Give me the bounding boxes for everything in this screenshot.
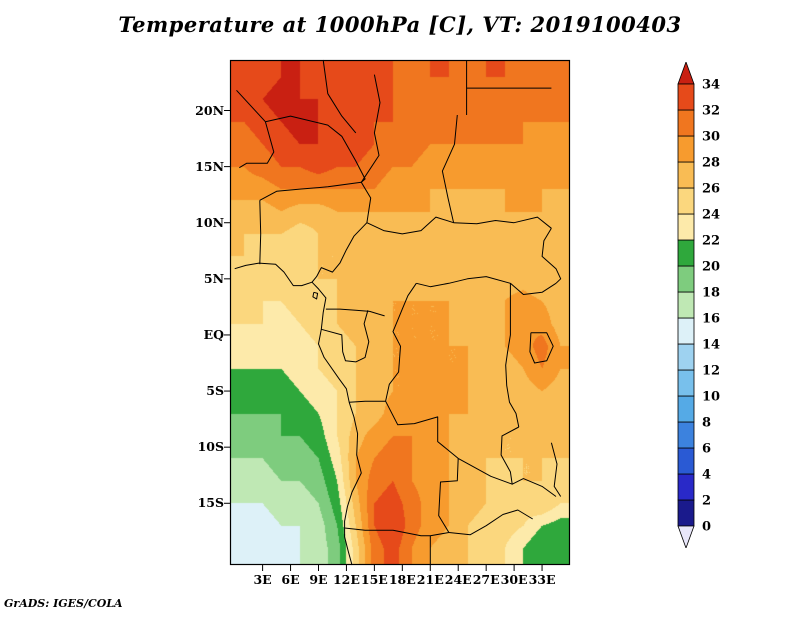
colorbar-tick-label: 14 [702,338,720,353]
country-border-path [529,332,554,364]
temperature-heatmap-canvas [230,60,570,565]
colorbar-tick-label: 34 [702,78,720,93]
lat-tick-label: 10N [195,214,224,230]
country-border-path [366,216,454,235]
country-border-path [441,114,458,223]
map-borders-overlay [224,59,571,571]
country-border-path [349,283,417,403]
country-border-path [325,308,385,317]
lon-tick-label: 6E [281,572,300,587]
country-border-path [360,74,381,183]
country-border-path [438,458,459,533]
lat-tick-label: EQ [203,326,224,342]
lon-tick-label: 21E [416,572,444,587]
colorbar-band [677,473,695,501]
colorbar-band [677,213,695,241]
colorbar-tick-label: 32 [702,104,720,119]
country-border-path [385,400,459,459]
lon-tick-label: 9E [309,572,328,587]
colorbar-tick-label: 2 [702,494,711,509]
colorbar-band [677,265,695,293]
colorbar-band [677,395,695,423]
country-border-path [321,310,370,363]
colorbar-band [677,239,695,267]
plot-frame [229,59,571,566]
country-border-path [322,59,357,134]
lon-tick-label: 15E [360,572,388,587]
country-border-path [448,509,533,536]
colorbar-tick-label: 30 [702,130,720,145]
colorbar-tick-label: 4 [702,468,711,483]
grads-credit: GrADS: IGES/COLA [4,597,123,610]
colorbar-tick-label: 26 [702,182,720,197]
country-border-path [511,478,557,497]
country-border-path [541,228,562,284]
colorbar-band [677,109,695,137]
lat-tick-label: 15N [195,158,224,174]
colorbar-band [677,161,695,189]
colorbar-tick-label: 18 [702,286,720,301]
colorbar-under-arrow [677,525,695,550]
colorbar-tick-label: 0 [702,520,711,535]
lon-tick-label: 33E [528,572,556,587]
country-border-path [453,216,552,229]
country-border-path [416,276,511,288]
lat-tick-label: 5N [203,270,224,286]
country-border-path [259,181,362,201]
colorbar-band [677,135,695,163]
colorbar-band [677,369,695,397]
colorbar-tick-label: 16 [702,312,720,327]
colorbar-tick-label: 10 [702,390,720,405]
country-border-path [344,527,449,537]
lat-tick-label: 5S [206,383,224,399]
colorbar-band [677,317,695,345]
lon-tick-label: 27E [472,572,500,587]
lon-tick-label: 30E [500,572,528,587]
lon-tick-label: 12E [332,572,360,587]
lat-tick-label: 15S [197,495,224,511]
colorbar-band [677,291,695,319]
country-border-path [236,89,266,123]
country-border-path [510,282,557,295]
lon-tick-label: 3E [253,572,272,587]
coastline-path [234,262,362,566]
country-border-path [239,121,275,169]
country-border-path [259,200,262,265]
colorbar-tick-label: 24 [702,208,720,223]
colorbar-tick-label: 8 [702,416,711,431]
plot-area [224,59,571,571]
colorbar-tick-label: 12 [702,364,720,379]
colorbar-tick-label: 20 [702,260,720,275]
colorbar-band [677,83,695,111]
colorbar-over-arrow [677,60,695,85]
country-border-path [265,115,366,183]
colorbar-tick-label: 28 [702,156,720,171]
colorbar-band [677,343,695,371]
plot-title: Temperature at 1000hPa [C], VT: 20191004… [118,12,682,37]
country-border-path [550,442,562,497]
lat-tick-label: 10S [197,439,224,455]
colorbar-band [677,187,695,215]
country-border-path [457,426,520,485]
country-border-path [312,291,319,300]
lat-tick-label: 20N [195,102,224,118]
country-border-path [505,283,520,428]
colorbar-band [677,447,695,475]
temperature-colorbar: 0 2 4 6 8 10 12 14 16 18 20 22 24 26 28 30 32 34 [674,60,744,554]
colorbar-tick-label: 22 [702,234,720,249]
colorbar-tick-label: 6 [702,442,711,457]
colorbar-band [677,421,695,449]
country-border-path [311,182,372,283]
lon-tick-label: 24E [444,572,472,587]
colorbar-band [677,499,695,527]
lon-tick-label: 18E [388,572,416,587]
